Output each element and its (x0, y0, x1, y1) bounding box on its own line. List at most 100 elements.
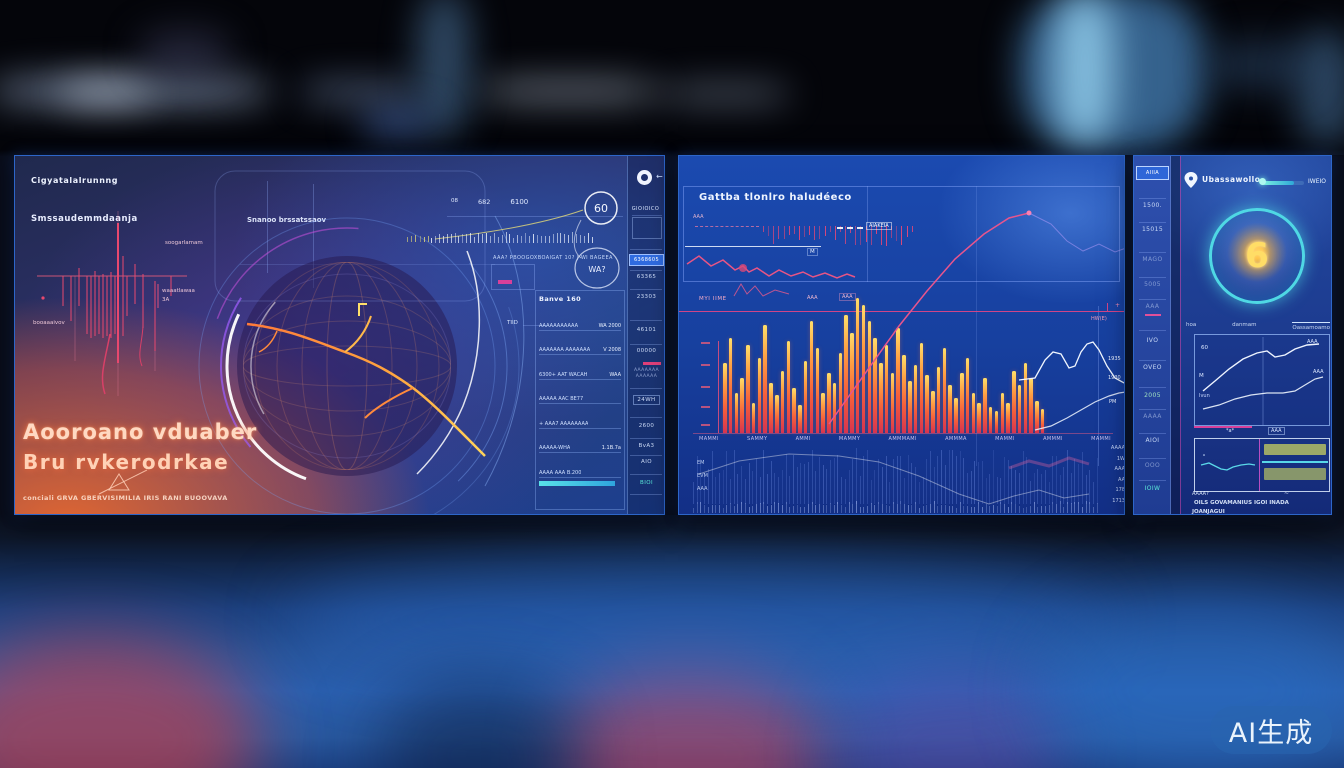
rail-item[interactable]: AAA (1145, 303, 1160, 310)
list-item[interactable]: + AAA7 AAAAAAAA (539, 404, 621, 429)
tick (704, 474, 706, 504)
readout-number: 6100 (510, 198, 529, 206)
tick (552, 234, 554, 243)
record-donut-icon[interactable] (637, 170, 652, 185)
tick (1018, 506, 1020, 513)
rail-item[interactable]: OOO (1144, 462, 1161, 469)
list-item[interactable]: AAAAAAA AAAAAAA V 2008 (539, 331, 621, 355)
bar (827, 373, 831, 433)
tick (974, 460, 976, 504)
sidebar-stat-item[interactable]: 24WH (633, 395, 660, 405)
rail-item[interactable]: OVEO (1143, 364, 1162, 371)
dash-tag: AIAKEIA (866, 222, 892, 230)
rail-item[interactable]: AIOI (1145, 437, 1160, 444)
tick (852, 458, 854, 504)
tick (741, 502, 743, 513)
list-item[interactable]: AAAAA AAC BE77 (539, 380, 621, 404)
tick (1096, 503, 1098, 513)
tick (768, 226, 770, 237)
tick (778, 226, 780, 240)
bar (994, 411, 999, 433)
rail-item[interactable]: 15015 (1141, 226, 1164, 233)
list-item[interactable]: AAAA AAA B.200 (539, 453, 621, 478)
arrow-left-icon[interactable]: ← (656, 172, 663, 181)
tick (952, 505, 954, 513)
badge-secondary-circle: WA? (574, 247, 620, 289)
tick (783, 226, 785, 239)
tab-Oassamoamo[interactable]: Oassamoamo (1292, 322, 1330, 331)
light-pillar (1296, 30, 1344, 145)
tick (1041, 506, 1043, 513)
tick (978, 461, 980, 504)
y-tick (701, 406, 710, 408)
tick (478, 232, 480, 243)
y-tick (701, 364, 710, 366)
tab-hoa[interactable]: hoa (1186, 322, 1197, 328)
tag-line (523, 325, 547, 326)
sidebar-stat-item[interactable]: 23303 (636, 294, 657, 300)
sidebar-stat-item[interactable]: AAAAAAA AAAAAA (633, 368, 660, 379)
pink-wave-line (686, 255, 856, 279)
sidebar-stat-item[interactable]: BvA3 (638, 443, 655, 449)
rail-item[interactable]: 1500. (1142, 202, 1163, 209)
tick (489, 235, 491, 243)
divider (630, 494, 662, 495)
sidebar-stat-item[interactable]: BIOI (640, 480, 653, 486)
line-b-label: PM (1109, 399, 1117, 405)
tick (1033, 473, 1035, 504)
light-pillar (418, 0, 470, 135)
bar (971, 393, 976, 433)
bar (809, 321, 814, 433)
sidebar-stat-item[interactable]: 2600 (638, 423, 655, 429)
sidebar-stat-item[interactable]: 6368605 (629, 254, 664, 266)
bar (1035, 401, 1039, 433)
tick (834, 226, 836, 241)
right-value: 1713 (1112, 497, 1125, 504)
divider (630, 455, 662, 456)
tick (466, 233, 468, 243)
banner-headline-2: Bru rvkerodrkae (23, 450, 230, 474)
sphere-mesh (243, 262, 451, 470)
pink-blob (739, 264, 747, 272)
caption-line-0: AAAA? (1192, 491, 1209, 497)
tick (1067, 450, 1069, 504)
sidebar-stat-item[interactable]: 00000 (636, 348, 657, 354)
tick (839, 226, 841, 233)
tab-danmam[interactable]: danmam (1232, 322, 1257, 328)
rail-item[interactable]: 2005 (1144, 392, 1161, 399)
tick (978, 501, 980, 513)
progress-track[interactable] (1262, 181, 1304, 185)
tick (497, 237, 499, 243)
tick (1059, 475, 1061, 504)
rail-item[interactable]: IOIW (1144, 485, 1161, 492)
mini-label: EM (697, 460, 705, 466)
sidebar-stat-item[interactable]: 46101 (636, 327, 657, 333)
list-item[interactable]: AAAAA-WHA 1.1B.7a (539, 429, 621, 453)
list-item[interactable]: AAAAAAAAAAA WA 2000 (539, 306, 621, 331)
sidebar-stat-item[interactable] (643, 362, 661, 365)
banve-progress-bar[interactable] (539, 480, 615, 486)
tick (576, 233, 578, 243)
waveform-comb (693, 446, 1099, 504)
sidebar-stat-item[interactable]: 63365 (636, 274, 657, 280)
tick (759, 503, 761, 513)
rail-item[interactable]: IVO (1146, 337, 1159, 344)
divider (630, 388, 662, 389)
bar (861, 305, 866, 433)
rail-item[interactable]: AIIIA (1136, 166, 1169, 180)
axis-label: AMMI (795, 436, 811, 442)
left-panel-graphics: 60 WA? (37, 170, 620, 514)
rail-item[interactable]: MAGO (1142, 256, 1163, 263)
bar (757, 358, 762, 433)
grid-line (313, 184, 314, 288)
plus-mark: + (1115, 302, 1121, 309)
bar (838, 353, 843, 433)
tick (789, 507, 791, 513)
tick (860, 226, 862, 245)
sidebar-stat-item[interactable]: AIO (641, 459, 652, 465)
list-item[interactable]: 6300+ AAT WACAH WAA (539, 355, 621, 380)
rail-item[interactable]: AAAA (1143, 413, 1162, 420)
rail-item[interactable]: 5005 (1144, 281, 1161, 288)
readout-number: 08 (451, 198, 458, 204)
bar (873, 338, 877, 433)
